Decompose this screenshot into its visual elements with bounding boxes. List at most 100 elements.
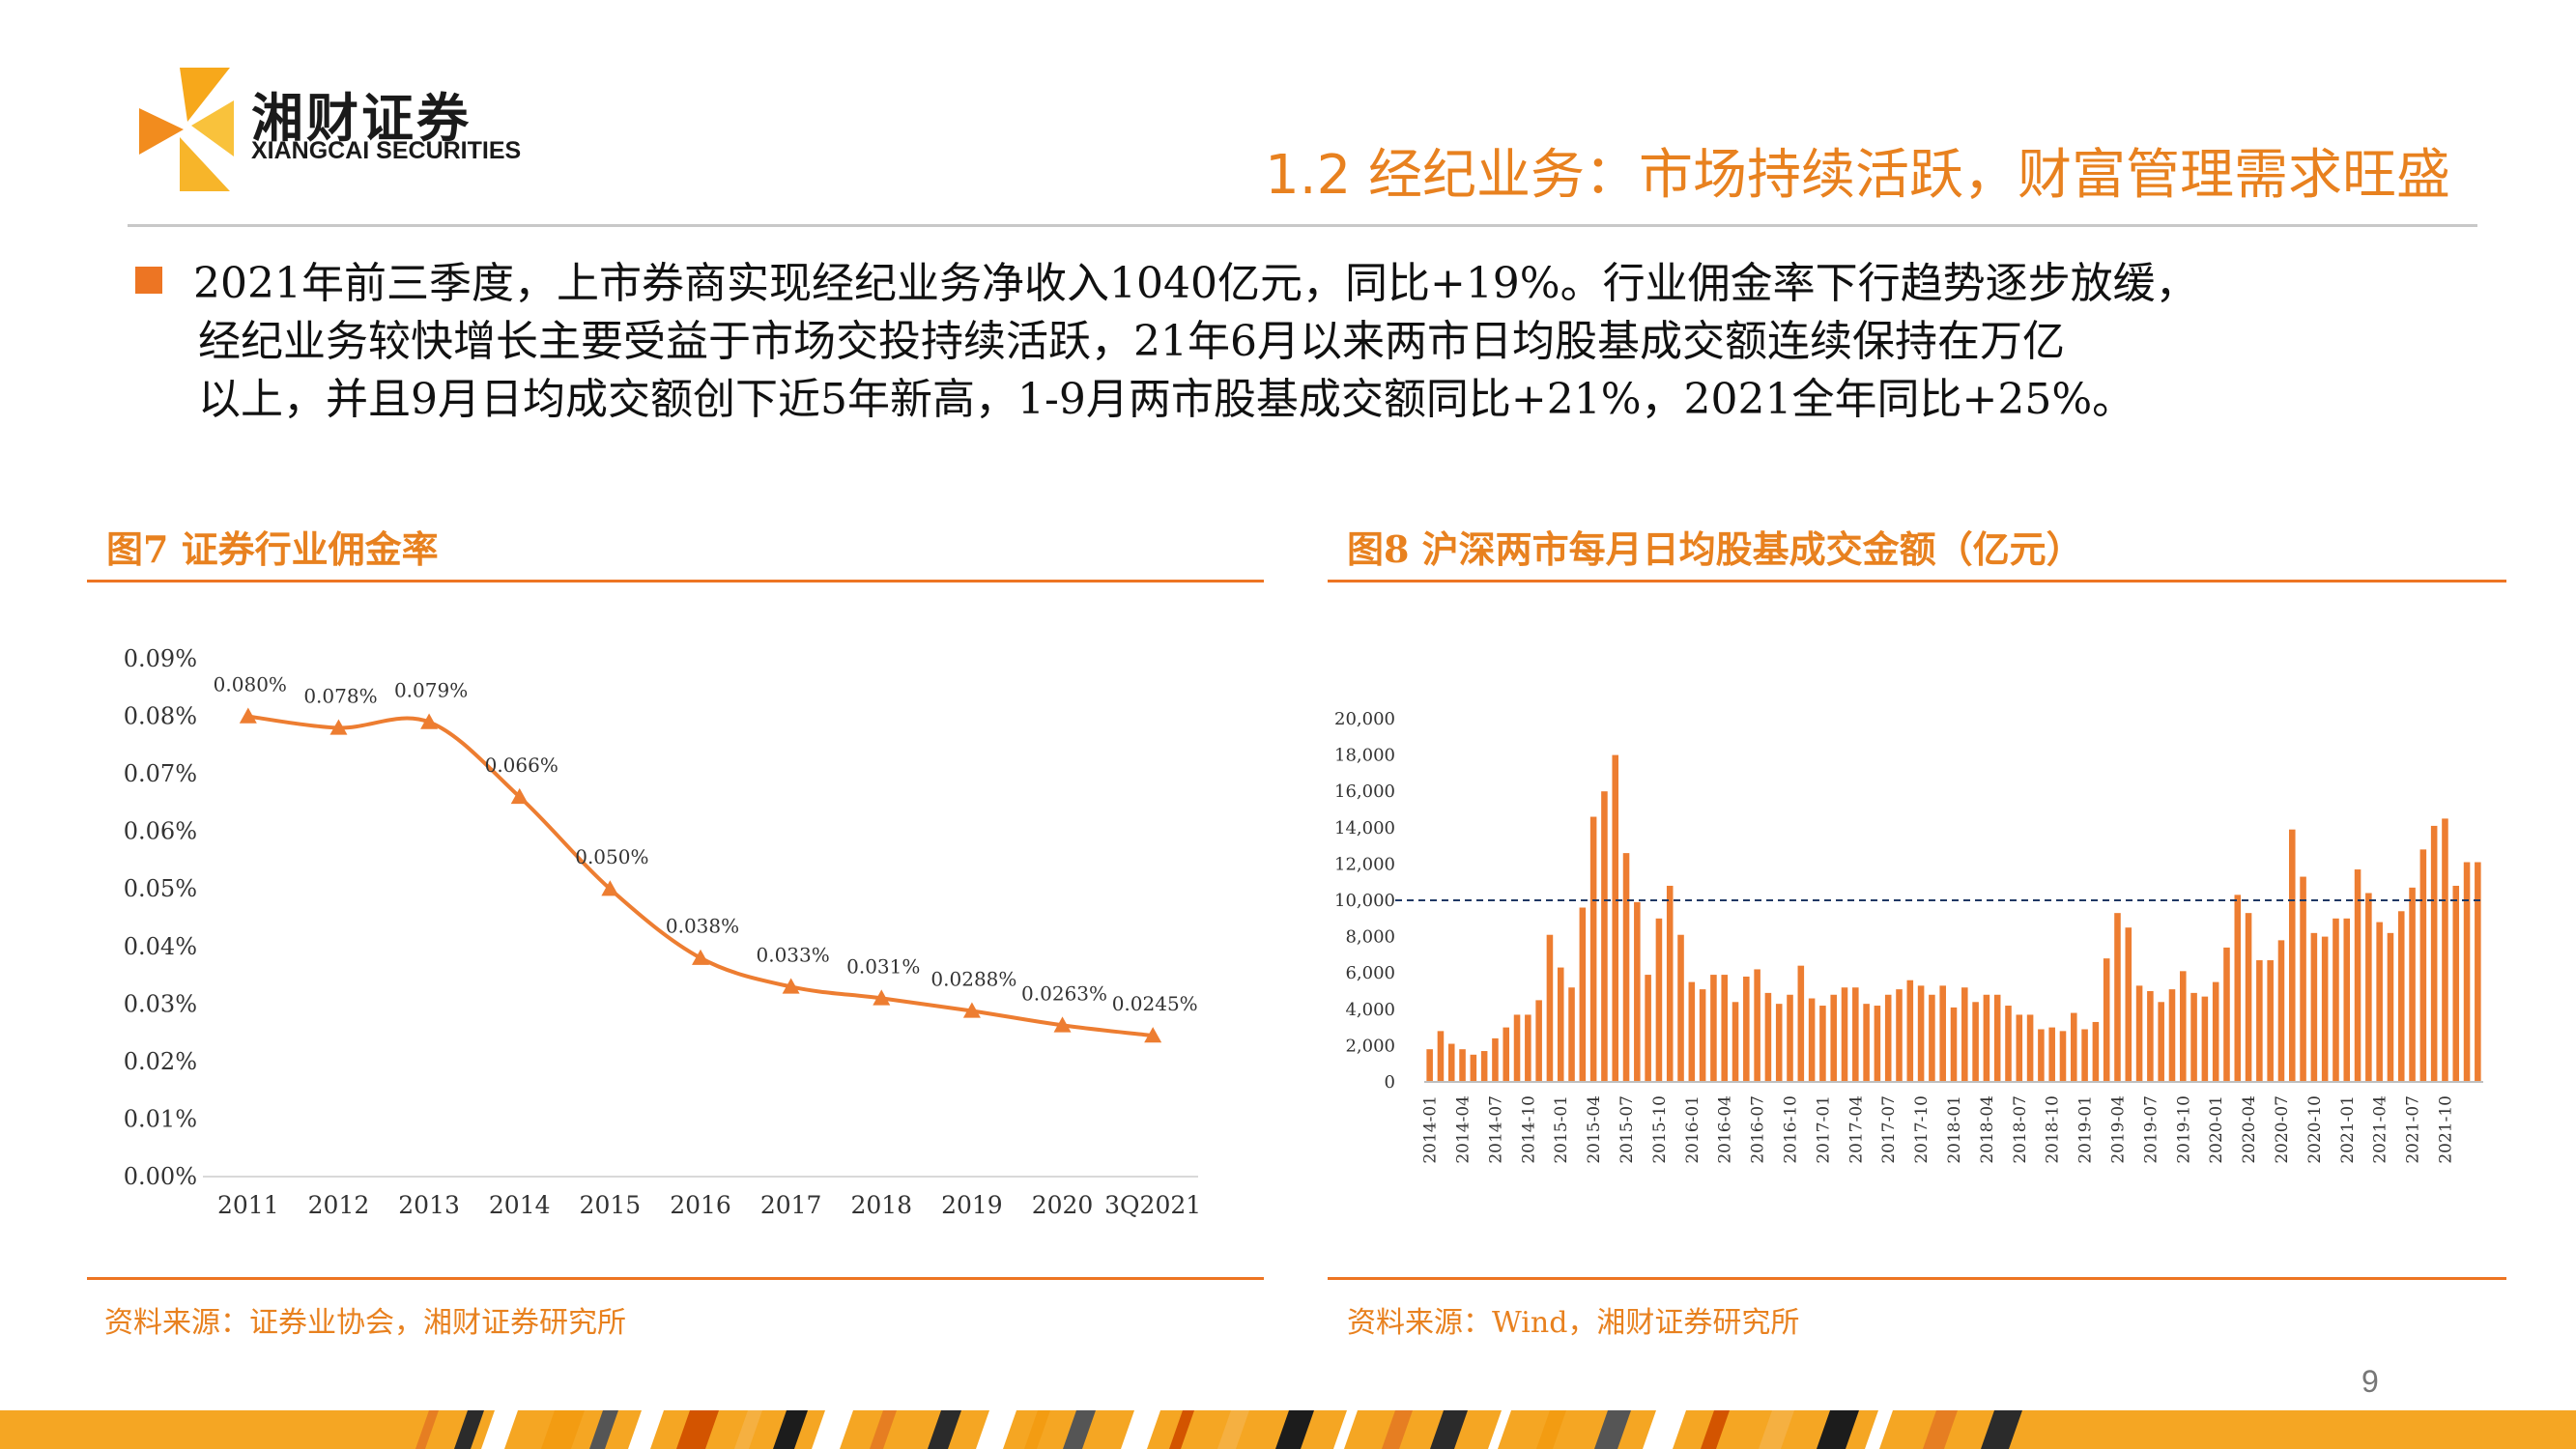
x-tick-label: 2020-07 bbox=[2273, 1095, 2292, 1164]
summary-line-3: 以上，并且9月日均成交额创下近5年新高，1-9月两市股基成交额同比+21%，20… bbox=[198, 375, 2135, 424]
bar bbox=[1993, 994, 2001, 1082]
bar bbox=[1503, 1027, 1510, 1082]
bar bbox=[2212, 981, 2219, 1082]
y-tick-label: 12,000 bbox=[1334, 854, 1395, 874]
bar bbox=[2333, 918, 2339, 1082]
bar bbox=[2409, 887, 2416, 1082]
data-point-marker bbox=[420, 713, 439, 729]
bar bbox=[1437, 1031, 1445, 1082]
logo-english-name: XIANGCAI SECURITIES bbox=[251, 137, 522, 164]
bar bbox=[2256, 960, 2263, 1082]
footer-stripe bbox=[812, 1410, 853, 1449]
footer-stripe bbox=[1063, 1410, 1096, 1449]
data-point-marker bbox=[329, 719, 348, 735]
bar bbox=[1743, 976, 1750, 1082]
bar bbox=[2081, 1029, 2088, 1082]
bar bbox=[1601, 791, 1608, 1082]
bar bbox=[1579, 907, 1587, 1082]
bar bbox=[1841, 987, 1848, 1082]
y-tick-label: 18,000 bbox=[1334, 746, 1395, 766]
bar bbox=[2135, 985, 2143, 1082]
bar bbox=[1470, 1054, 1477, 1082]
data-point-marker bbox=[1053, 1016, 1072, 1033]
bar bbox=[1622, 853, 1630, 1082]
y-tick-label: 0.06% bbox=[124, 818, 197, 845]
fig7-bottom-rule bbox=[87, 1277, 1264, 1280]
bar bbox=[1710, 975, 1717, 1082]
bar bbox=[2321, 936, 2329, 1082]
x-tick-label: 2014-07 bbox=[1486, 1095, 1505, 1164]
x-tick-label: 2021-10 bbox=[2436, 1095, 2455, 1164]
bar bbox=[1645, 975, 1651, 1082]
bar bbox=[1677, 934, 1684, 1082]
footer-stripe bbox=[1594, 1410, 1631, 1449]
x-tick-label: 2019-01 bbox=[2076, 1095, 2096, 1164]
fig8-source: 资料来源：Wind，湘财证券研究所 bbox=[1347, 1306, 1800, 1340]
bar bbox=[2430, 825, 2438, 1082]
footer-stripe bbox=[1643, 1410, 1686, 1449]
x-tick-label: 2021-04 bbox=[2371, 1095, 2390, 1164]
data-point-marker bbox=[1144, 1027, 1162, 1043]
y-tick-label: 0.05% bbox=[124, 875, 197, 902]
footer-stripe bbox=[1169, 1410, 1194, 1449]
bar bbox=[2180, 971, 2187, 1082]
bar bbox=[2168, 989, 2176, 1082]
y-tick-label: 16,000 bbox=[1334, 781, 1395, 802]
bar bbox=[1950, 1007, 1958, 1082]
bar bbox=[2300, 876, 2306, 1082]
commission-rate-line-chart: 0.00% 0.01% 0.02% 0.03% 0.04% 0.05% 0.06% 0.07%… bbox=[124, 645, 1201, 1219]
footer-stripe bbox=[415, 1410, 439, 1449]
y-tick-label: 0.00% bbox=[124, 1163, 197, 1190]
footer-stripe bbox=[1217, 1410, 1249, 1449]
footer-stripe bbox=[928, 1410, 961, 1449]
data-label: 0.079% bbox=[394, 679, 468, 702]
bar bbox=[2463, 862, 2471, 1082]
bar bbox=[2365, 893, 2372, 1082]
bar bbox=[1732, 1002, 1739, 1082]
commission-rate-series-line bbox=[247, 714, 1154, 1038]
x-tick-label: 2015-07 bbox=[1617, 1095, 1637, 1164]
title-divider bbox=[128, 224, 2477, 227]
bar bbox=[1699, 989, 1706, 1082]
footer-stripe bbox=[1275, 1410, 1314, 1449]
y-tick-label: 0.03% bbox=[124, 990, 197, 1017]
x-tick-label: 2020-04 bbox=[2240, 1095, 2259, 1164]
x-tick-label: 2015-10 bbox=[1650, 1095, 1670, 1164]
footer-stripe bbox=[734, 1410, 762, 1449]
bar bbox=[2267, 960, 2274, 1082]
logo-mark-icon bbox=[139, 68, 234, 191]
x-tick-label: 2017-04 bbox=[1846, 1095, 1866, 1164]
data-point-marker bbox=[510, 787, 529, 805]
bar bbox=[2005, 1006, 2012, 1082]
y-tick-label: 0 bbox=[1385, 1072, 1395, 1093]
fig8-bottom-rule bbox=[1328, 1277, 2506, 1280]
footer-stripe bbox=[1865, 1410, 1893, 1449]
data-point-marker bbox=[239, 707, 257, 724]
data-label: 0.0263% bbox=[1021, 981, 1107, 1005]
fig8-title: 图8 沪深两市每月日均股基成交金额（亿元） bbox=[1347, 527, 2083, 571]
x-tick-label: 2020 bbox=[1032, 1191, 1094, 1219]
bar bbox=[1655, 918, 1663, 1082]
y-tick-label: 10,000 bbox=[1334, 891, 1395, 911]
bar bbox=[1874, 1006, 1881, 1082]
bar bbox=[1568, 987, 1575, 1082]
bar bbox=[2114, 913, 2121, 1082]
footer-stripe bbox=[1701, 1410, 1730, 1449]
y-tick-label: 4,000 bbox=[1345, 1000, 1395, 1020]
bar bbox=[1797, 965, 1805, 1082]
bar bbox=[2016, 1014, 2023, 1082]
data-label: 0.078% bbox=[303, 684, 377, 707]
bar bbox=[1884, 994, 1892, 1082]
x-tick-label: 2020-10 bbox=[2305, 1095, 2325, 1164]
data-point-marker bbox=[601, 880, 619, 896]
bar bbox=[2387, 932, 2394, 1082]
bar bbox=[2125, 927, 2132, 1082]
x-tick-label: 2018 bbox=[850, 1191, 912, 1219]
footer-stripe bbox=[870, 1410, 897, 1449]
bar bbox=[1906, 980, 1914, 1082]
footer-stripe bbox=[1333, 1410, 1358, 1449]
x-tick-label: 2016-04 bbox=[1716, 1095, 1735, 1164]
data-label: 0.038% bbox=[666, 915, 739, 938]
footer-stripe bbox=[1817, 1410, 1859, 1449]
y-tick-label: 0.01% bbox=[124, 1105, 197, 1132]
